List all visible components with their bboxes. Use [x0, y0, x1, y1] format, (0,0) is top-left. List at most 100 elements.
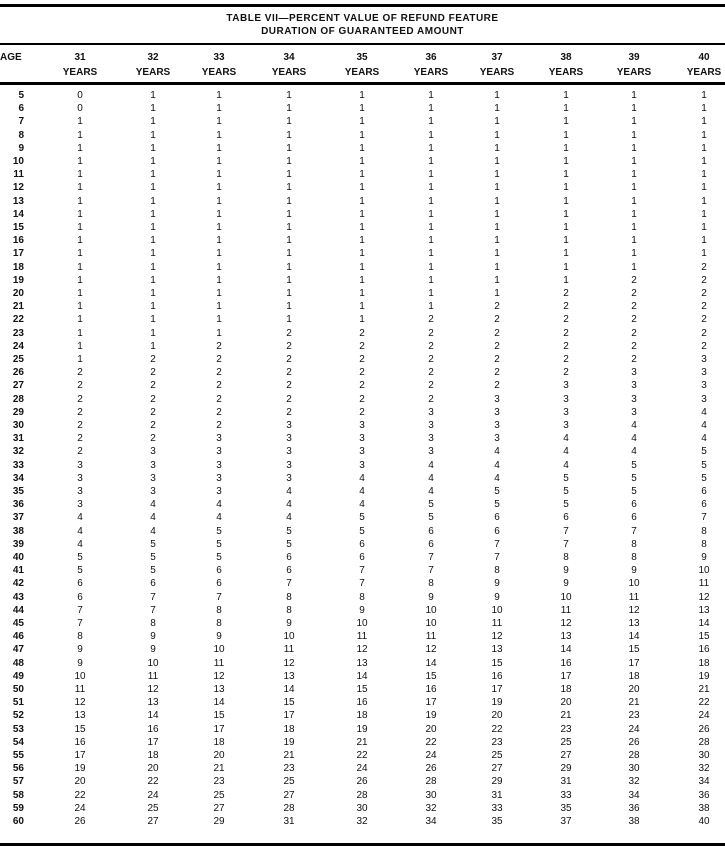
value-cell: 2 — [701, 274, 707, 286]
value-cell: 1 — [359, 156, 365, 167]
value-cell: 17 — [74, 750, 86, 761]
value-cell: 3 — [494, 393, 500, 405]
value-cell: 7 — [216, 591, 222, 603]
age-cell: 51 — [12, 697, 24, 709]
value-cell: 3 — [701, 380, 707, 392]
value-cell: 1 — [77, 182, 83, 194]
value-cell: 7 — [563, 538, 569, 550]
value-cell: 16 — [491, 670, 503, 682]
age-cell: 13 — [12, 195, 24, 207]
value-cell: 2 — [359, 367, 365, 379]
value-cell: 2 — [631, 340, 637, 352]
age-cell: 22 — [12, 314, 24, 326]
age-cell: 27 — [12, 380, 24, 392]
value-cell: 30 — [356, 802, 368, 814]
value-cell: 15 — [283, 697, 295, 709]
value-cell: 27 — [213, 802, 225, 814]
value-cell: 6 — [494, 525, 500, 537]
value-cell: 3 — [216, 486, 222, 497]
value-cell: 33 — [491, 802, 503, 814]
age-cell: 24 — [12, 340, 24, 352]
value-cell: 9 — [428, 591, 434, 603]
value-cell: 21 — [698, 684, 710, 695]
value-cell: 1 — [77, 314, 83, 326]
value-cell: 5 — [150, 552, 156, 563]
value-cell: 1 — [77, 116, 83, 128]
value-cell: 11 — [74, 684, 86, 695]
value-cell: 24 — [356, 763, 368, 775]
value-cell: 17 — [560, 670, 572, 682]
age-cell: 29 — [12, 406, 24, 418]
value-cell: 1 — [216, 208, 222, 220]
value-cell: 1 — [563, 235, 569, 247]
value-cell: 2 — [563, 340, 569, 352]
value-cell: 2 — [359, 327, 365, 339]
table-row: 29 2 2 2 2 2 3 3 3 3 4 — [0, 407, 725, 420]
value-cell: 4 — [631, 420, 637, 431]
value-cell: 15 — [425, 670, 437, 682]
value-cell: 13 — [491, 644, 503, 656]
value-cell: 8 — [77, 631, 83, 643]
value-cell: 2 — [77, 393, 83, 405]
age-cell: 43 — [12, 591, 24, 603]
value-cell: 2 — [150, 380, 156, 392]
value-cell: 5 — [150, 538, 156, 550]
value-cell: 2 — [631, 314, 637, 326]
value-cell: 3 — [631, 380, 637, 392]
value-cell: 2 — [216, 367, 222, 379]
age-cell: 53 — [12, 723, 24, 735]
age-cell: 41 — [12, 565, 24, 577]
table-row: 56 19 20 21 23 24 26 27 29 30 32 — [0, 763, 725, 776]
value-cell: 14 — [356, 670, 368, 682]
value-cell: 1 — [494, 222, 500, 233]
value-cell: 3 — [563, 420, 569, 431]
value-cell: 1 — [428, 182, 434, 194]
value-cell: 1 — [359, 208, 365, 220]
value-cell: 9 — [563, 565, 569, 577]
value-cell: 1 — [563, 248, 569, 260]
value-cell: 1 — [150, 327, 156, 339]
value-cell: 3 — [359, 446, 365, 458]
value-cell: 18 — [356, 710, 368, 722]
value-cell: 16 — [425, 684, 437, 695]
value-cell: 6 — [216, 578, 222, 590]
table-row: 31 2 2 3 3 3 3 3 4 4 4 — [0, 433, 725, 446]
value-cell: 1 — [428, 235, 434, 247]
value-cell: 1 — [631, 142, 637, 154]
value-cell: 9 — [631, 565, 637, 577]
value-cell: 20 — [628, 684, 640, 695]
age-cell: 50 — [12, 684, 24, 695]
value-cell: 8 — [631, 538, 637, 550]
value-cell: 10 — [213, 644, 225, 656]
value-cell: 1 — [563, 142, 569, 154]
column-header-num: 37 — [491, 52, 503, 63]
column-header-num: 36 — [425, 52, 437, 63]
value-cell: 1 — [286, 301, 292, 313]
table-row: 17 1 1 1 1 1 1 1 1 1 1 — [0, 248, 725, 261]
value-cell: 1 — [359, 248, 365, 260]
value-cell: 1 — [428, 169, 434, 181]
table-row: 42 6 6 6 7 7 8 9 9 10 11 — [0, 578, 725, 591]
value-cell: 1 — [150, 169, 156, 181]
value-cell: 3 — [701, 354, 707, 365]
value-cell: 29 — [213, 816, 225, 827]
value-cell: 3 — [359, 420, 365, 431]
value-cell: 1 — [77, 195, 83, 207]
value-cell: 2 — [494, 314, 500, 326]
value-cell: 14 — [698, 618, 710, 629]
table-row: 53 15 16 17 18 19 20 22 23 24 26 — [0, 724, 725, 737]
value-cell: 4 — [286, 486, 292, 497]
age-cell: 44 — [12, 604, 24, 616]
column-header-num: 32 — [147, 52, 159, 63]
value-cell: 1 — [359, 116, 365, 128]
age-cell: 28 — [12, 393, 24, 405]
value-cell: 6 — [428, 538, 434, 550]
table-row: 26 2 2 2 2 2 2 2 2 3 3 — [0, 367, 725, 380]
value-cell: 1 — [428, 142, 434, 154]
value-cell: 10 — [356, 618, 368, 629]
table-row: 23 1 1 1 2 2 2 2 2 2 2 — [0, 328, 725, 341]
age-cell: 57 — [12, 776, 24, 788]
value-cell: 1 — [150, 142, 156, 154]
value-cell: 1 — [150, 182, 156, 194]
table-row: 11 1 1 1 1 1 1 1 1 1 1 — [0, 169, 725, 182]
